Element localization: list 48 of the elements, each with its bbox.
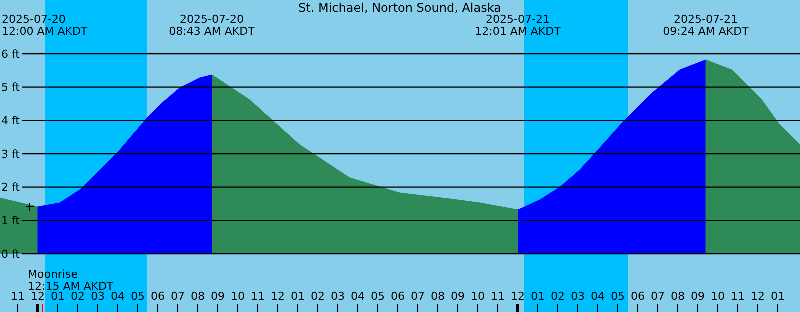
y-tick-label: 1 ft	[2, 214, 21, 228]
x-tick-label: 11	[251, 290, 265, 303]
y-tick-label: 4 ft	[2, 114, 21, 128]
x-tick-label: 12	[271, 290, 285, 303]
x-tick-label: 11	[11, 290, 25, 303]
y-tick-label: 2 ft	[2, 181, 21, 194]
x-tick-label: 05	[371, 290, 385, 303]
x-tick-label: 06	[631, 290, 645, 303]
annotation: 2025-07-21 09:24 AM AKDT	[663, 13, 750, 38]
x-tick-label: 11	[731, 290, 745, 303]
x-tick-label: 04	[351, 290, 365, 303]
x-tick-label: 05	[611, 290, 625, 303]
x-tick-label: 01	[291, 290, 305, 303]
x-tick-label: 04	[111, 290, 125, 303]
x-tick-label: 07	[651, 290, 665, 303]
x-tick-label: 07	[171, 290, 185, 303]
x-tick-label: 01	[51, 290, 65, 303]
annotation: 2025-07-20 08:43 AM AKDT	[169, 13, 256, 38]
x-tick-label: 08	[431, 290, 445, 303]
x-tick-label: 01	[771, 290, 785, 303]
x-tick-label: 10	[711, 290, 725, 303]
x-tick-label: 08	[191, 290, 205, 303]
x-tick-label: 10	[471, 290, 485, 303]
x-tick-label: 08	[671, 290, 685, 303]
x-tick-label: 06	[391, 290, 405, 303]
x-tick-label: 12	[751, 290, 765, 303]
x-tick-label: 10	[231, 290, 245, 303]
x-tick-label: 07	[411, 290, 425, 303]
x-tick-label: 11	[491, 290, 505, 303]
x-tick-label: 05	[131, 290, 145, 303]
x-tick-label: 09	[451, 290, 465, 303]
y-tick-label: 5 ft	[2, 81, 21, 94]
x-tick-label: 09	[691, 290, 705, 303]
x-tick-label: 03	[571, 290, 585, 303]
x-tick-label: 02	[551, 290, 565, 303]
x-tick-label: 02	[311, 290, 325, 303]
x-tick-label: 04	[591, 290, 605, 303]
x-tick-label: 01	[531, 290, 545, 303]
x-tick-label: 09	[211, 290, 225, 303]
x-tick-label: 06	[151, 290, 165, 303]
x-tick-label: 12	[511, 290, 525, 303]
x-tick-label: 12	[31, 290, 45, 303]
x-tick-label: 03	[91, 290, 105, 303]
chart-title: St. Michael, Norton Sound, Alaska	[298, 1, 502, 15]
x-tick-label: 03	[331, 290, 345, 303]
y-tick-label: 6 ft	[2, 48, 21, 61]
y-tick-label: 3 ft	[2, 148, 21, 161]
x-tick-label: 02	[71, 290, 85, 303]
